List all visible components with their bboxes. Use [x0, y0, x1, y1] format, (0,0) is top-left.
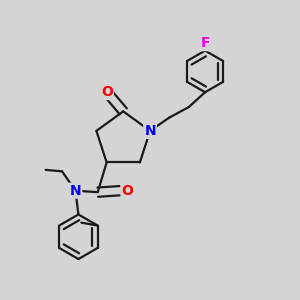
- Text: O: O: [122, 184, 134, 198]
- Text: N: N: [144, 124, 156, 138]
- Text: N: N: [70, 184, 81, 198]
- Text: O: O: [101, 85, 113, 99]
- Text: F: F: [200, 36, 210, 50]
